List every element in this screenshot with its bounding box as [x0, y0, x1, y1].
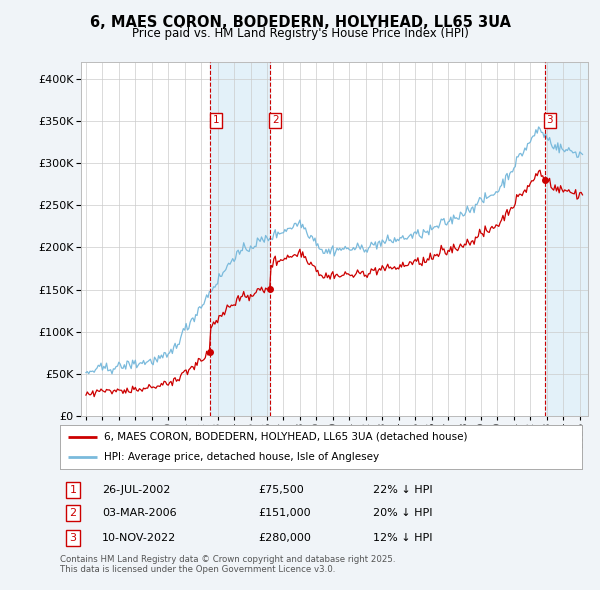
Text: £280,000: £280,000	[259, 533, 311, 543]
Text: 22% ↓ HPI: 22% ↓ HPI	[373, 486, 433, 495]
Text: 20% ↓ HPI: 20% ↓ HPI	[373, 509, 433, 518]
Text: 2: 2	[70, 509, 77, 518]
Text: 12% ↓ HPI: 12% ↓ HPI	[373, 533, 433, 543]
Text: £151,000: £151,000	[259, 509, 311, 518]
Text: Price paid vs. HM Land Registry's House Price Index (HPI): Price paid vs. HM Land Registry's House …	[131, 27, 469, 40]
Text: 2: 2	[272, 116, 278, 125]
Text: HPI: Average price, detached house, Isle of Anglesey: HPI: Average price, detached house, Isle…	[104, 452, 379, 462]
Text: Contains HM Land Registry data © Crown copyright and database right 2025.
This d: Contains HM Land Registry data © Crown c…	[60, 555, 395, 574]
Text: £75,500: £75,500	[259, 486, 304, 495]
Text: 10-NOV-2022: 10-NOV-2022	[102, 533, 176, 543]
Text: 3: 3	[547, 116, 553, 125]
Text: 1: 1	[70, 486, 77, 495]
Text: 26-JUL-2002: 26-JUL-2002	[102, 486, 170, 495]
Text: 03-MAR-2006: 03-MAR-2006	[102, 509, 176, 518]
Text: 3: 3	[70, 533, 77, 543]
Text: 6, MAES CORON, BODEDERN, HOLYHEAD, LL65 3UA: 6, MAES CORON, BODEDERN, HOLYHEAD, LL65 …	[89, 15, 511, 30]
Bar	[211, 62, 270, 416]
Text: 1: 1	[212, 116, 219, 125]
Text: 6, MAES CORON, BODEDERN, HOLYHEAD, LL65 3UA (detached house): 6, MAES CORON, BODEDERN, HOLYHEAD, LL65 …	[104, 432, 468, 442]
Bar	[545, 62, 588, 416]
